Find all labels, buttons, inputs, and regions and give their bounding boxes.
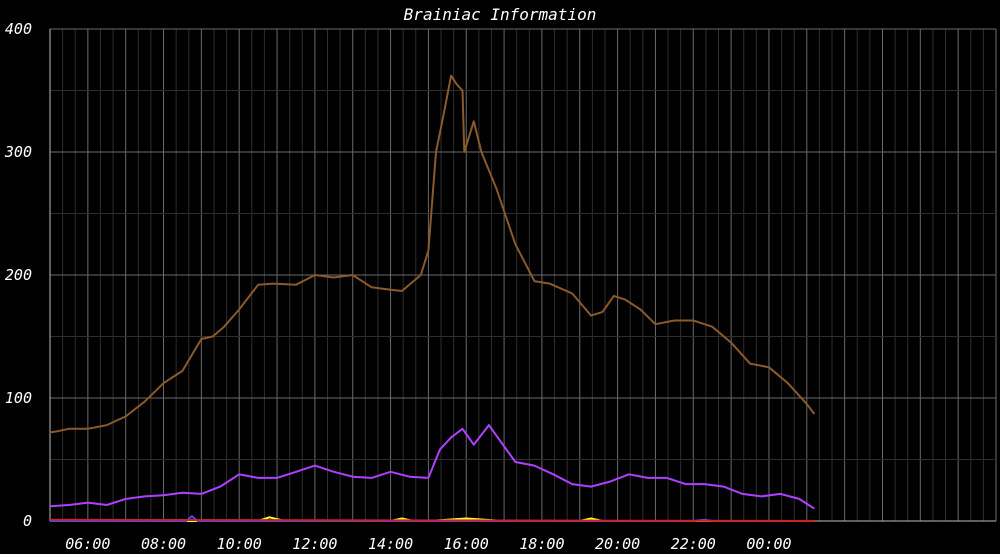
x-tick-label: 14:00 [368,535,413,553]
x-tick-label: 12:00 [292,535,337,553]
chart-title: Brainiac Information [404,5,597,24]
series-group [49,74,816,522]
x-tick-label: 20:00 [595,535,640,553]
y-tick-label: 100 [5,389,32,407]
series-line-0 [49,74,816,434]
x-tick-label: 10:00 [217,535,262,553]
series-line-4 [49,518,815,522]
x-tick-label: 22:00 [671,535,716,553]
y-tick-label: 200 [5,266,32,284]
x-tick-label: 00:00 [746,535,791,553]
y-tick-label: 300 [4,143,32,161]
x-tick-labels: 06:00 08:00 10:00 12:00 14:00 16:00 18:00 20:00… [65,535,791,553]
x-tick-label: 06:00 [65,535,110,553]
x-tick-label: 16:00 [444,535,489,553]
x-tick-label: 08:00 [141,535,186,553]
y-tick-label: 0 [23,512,32,530]
y-tick-label: 400 [5,20,32,38]
series-line-1 [49,424,815,510]
x-tick-label: 18:00 [519,535,564,553]
y-tick-labels: 0 100 200 300 400 [4,20,32,530]
